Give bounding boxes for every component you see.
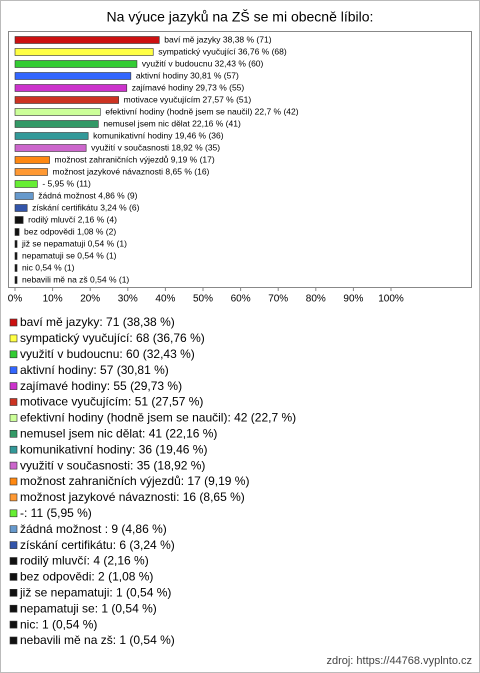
- data-label: efektivní hodiny (hodně jsem se naučil) …: [105, 106, 298, 116]
- data-label: nemusel jsem nic dělat 22,16 % (41): [103, 118, 241, 128]
- legend-swatch: [9, 588, 18, 597]
- legend-label: možnost jazykové návaznosti: 16 (8,65 %): [20, 490, 245, 504]
- data-label: využití v současnosti 18,92 % (35): [91, 142, 220, 152]
- legend-label: nebavili mě na zš: 1 (0,54 %): [20, 633, 175, 647]
- legend-swatch: [9, 461, 18, 470]
- legend-label: nepamatuji se: 1 (0,54 %): [20, 601, 157, 615]
- legend-swatch: [9, 477, 18, 486]
- legend-label: žádná možnost : 9 (4,86 %): [20, 522, 167, 536]
- legend-label: sympatický vyučující: 68 (36,76 %): [20, 331, 205, 345]
- x-tick-label: 50%: [193, 294, 213, 305]
- legend-swatch: [9, 604, 18, 613]
- legend-swatch: [9, 541, 18, 549]
- data-label: možnost zahraničních výjezdů 9,19 % (17): [55, 154, 215, 164]
- bar: [14, 276, 18, 284]
- x-tick-label: 80%: [306, 294, 326, 305]
- data-label: baví mě jazyky 38,38 % (71): [164, 34, 271, 44]
- bar: [14, 192, 34, 200]
- legend-label: možnost zahraničních výjezdů: 17 (9,19 %…: [20, 474, 249, 488]
- source: zdroj: https://44768.vyplnto.cz: [326, 655, 472, 667]
- data-label: aktivní hodiny 30,81 % (57): [136, 70, 239, 80]
- legend-label: motivace vyučujícím: 51 (27,57 %): [20, 395, 203, 409]
- legend-label: rodilý mluvčí: 4 (2,16 %): [20, 554, 149, 568]
- bar: [14, 228, 20, 236]
- data-label: motivace vyučujícím 27,57 % (51): [124, 94, 252, 104]
- bar: [14, 132, 89, 140]
- legend-swatch: [9, 318, 18, 327]
- legend-swatch: [9, 525, 18, 534]
- bar: [14, 144, 87, 152]
- data-label: nepamatuji se 0,54 % (1): [22, 250, 117, 260]
- data-label: možnost jazykové návaznosti 8,65 % (16): [53, 166, 210, 176]
- bar: [14, 48, 154, 56]
- legend-label: efektivní hodiny (hodně jsem se naučil):…: [20, 411, 296, 425]
- bar: [14, 108, 101, 116]
- bar: [14, 84, 128, 92]
- bar: [14, 252, 18, 260]
- bar: [14, 72, 132, 80]
- legend-swatch: [9, 366, 18, 375]
- legend-label: využití v současnosti: 35 (18,92 %): [20, 458, 205, 472]
- legend-label: bez odpovědi: 2 (1,08 %): [20, 570, 153, 584]
- data-label: nic 0,54 % (1): [22, 262, 75, 272]
- legend-swatch: [9, 334, 18, 343]
- x-tick-label: 30%: [118, 294, 138, 305]
- x-tick-label: 90%: [343, 294, 363, 305]
- data-label: komunikativní hodiny 19,46 % (36): [93, 130, 224, 140]
- legend-swatch: [9, 445, 18, 454]
- bar: [14, 60, 138, 68]
- legend-label: aktivní hodiny: 57 (30,81 %): [20, 363, 169, 377]
- legend-label: nemusel jsem nic dělat: 41 (22,16 %): [20, 426, 217, 440]
- x-tick-label: 10%: [43, 294, 63, 305]
- legend-swatch: [9, 509, 18, 518]
- chart-title: Na výuce jazyků na ZŠ se mi obecně líbil…: [107, 9, 374, 25]
- data-label: rodilý mluvčí 2,16 % (4): [28, 214, 117, 224]
- data-label: zajímavé hodiny 29,73 % (55): [132, 82, 245, 92]
- x-tick-label: 60%: [231, 294, 251, 305]
- legend-swatch: [9, 493, 18, 502]
- legend-label: nic: 1 (0,54 %): [20, 617, 97, 631]
- x-tick-label: 100%: [378, 294, 404, 305]
- data-label: žádná možnost 4,86 % (9): [38, 190, 137, 200]
- legend-label: komunikativní hodiny: 36 (19,46 %): [20, 442, 207, 456]
- legend-label: využití v budoucnu: 60 (32,43 %): [20, 347, 195, 361]
- bar: [14, 240, 18, 248]
- bar: [14, 264, 18, 272]
- legend-swatch: [9, 382, 18, 390]
- data-label: získání certifikátu 3,24 % (6): [32, 202, 139, 212]
- data-label: nebavili mě na zš 0,54 % (1): [22, 274, 129, 284]
- legend-label: zajímavé hodiny: 55 (29,73 %): [20, 379, 182, 393]
- legend-label: baví mě jazyky: 71 (38,38 %): [20, 315, 175, 329]
- legend-swatch: [9, 557, 18, 565]
- data-label: bez odpovědi 1,08 % (2): [24, 226, 116, 236]
- legend-swatch: [9, 350, 18, 359]
- legend-swatch: [9, 398, 18, 406]
- legend-swatch: [9, 573, 18, 581]
- bar: [14, 180, 38, 188]
- plot-frame: [8, 31, 472, 288]
- bar: [14, 204, 28, 212]
- legend-label: již se nepamatuji: 1 (0,54 %): [19, 585, 171, 599]
- bar: [14, 156, 50, 164]
- legend-swatch: [9, 429, 18, 438]
- legend-swatch: [9, 414, 18, 422]
- legend-swatch: [9, 636, 18, 645]
- data-label: využití v budoucnu 32,43 % (60): [142, 58, 264, 68]
- x-tick-label: 20%: [80, 294, 100, 305]
- bar: [14, 96, 119, 104]
- x-tick-label: 70%: [268, 294, 288, 305]
- x-tick-label: 40%: [155, 294, 175, 305]
- bar: [14, 168, 48, 176]
- data-label: již se nepamatuji 0,54 % (1): [21, 238, 127, 248]
- bar: [14, 120, 99, 128]
- bar: [14, 36, 160, 44]
- legend-label: získání certifikátu: 6 (3,24 %): [20, 538, 175, 552]
- legend-label: -: 11 (5,95 %): [20, 506, 92, 520]
- legend-swatch: [9, 620, 18, 629]
- x-tick-label: 0%: [8, 294, 23, 305]
- data-label: - 5,95 % (11): [42, 178, 91, 188]
- data-label: sympatický vyučující 36,76 % (68): [158, 46, 287, 56]
- bar: [14, 216, 24, 224]
